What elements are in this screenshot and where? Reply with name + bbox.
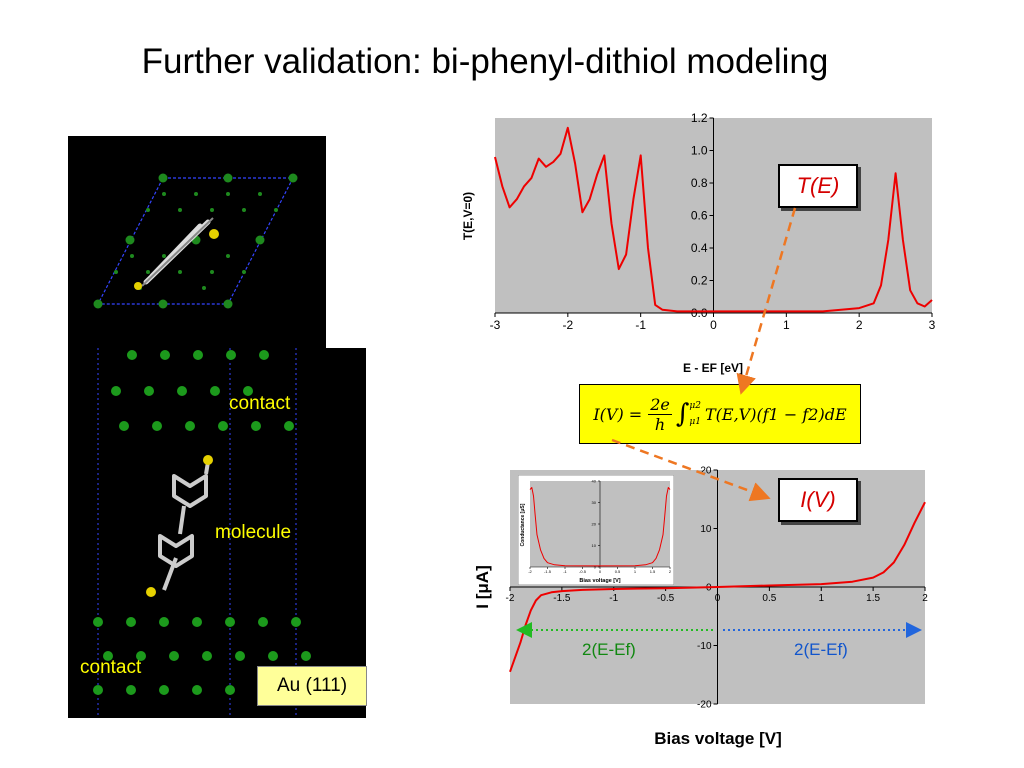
x-tick-label: 2 (856, 318, 863, 332)
y-tick-label: 10 (592, 543, 597, 548)
y-tick-label: -20 (697, 700, 712, 711)
unit-cell-image (93, 173, 298, 309)
series-line (509, 501, 926, 673)
x-tick-label: 2 (669, 569, 672, 574)
x-tick-label: 2 (922, 593, 928, 604)
y-tick-label: -10 (697, 641, 712, 652)
y-tick-label: 10 (700, 524, 712, 535)
x-tick-label: 1 (783, 318, 790, 332)
integral-upper: μ2 (689, 401, 701, 411)
x-tick-label: 1.5 (650, 569, 656, 574)
conductance-ylabel: Conductance [μS] (520, 503, 526, 546)
x-tick-label: 0 (710, 318, 717, 332)
x-tick-label: -2 (562, 318, 573, 332)
y-tick-label: 0 (594, 564, 597, 569)
y-tick-label: 20 (592, 521, 597, 526)
callout-transmission: T(E) (778, 164, 858, 208)
x-tick-label: -1 (635, 318, 646, 332)
formula-lhs: I(V) = (593, 404, 643, 424)
integral-sign: ∫ (675, 399, 690, 429)
y-tick-label: 1.2 (691, 111, 708, 125)
conductance-xlabel: Bias voltage [V] (579, 578, 620, 584)
y-tick-label: 0.4 (691, 241, 708, 255)
transmission-ylabel: T(E,V=0) (461, 192, 475, 240)
current-formula: I(V) = 2e h ∫ μ2 μ1 T(E,V)(f1 − f2)dE (579, 384, 861, 444)
x-tick-label: -0.5 (579, 569, 587, 574)
x-tick-label: -1.5 (553, 593, 571, 604)
label-bias-right: 2(E-Ef) (794, 640, 848, 659)
y-tick-label: 1.0 (691, 144, 708, 158)
x-tick-label: -3 (490, 318, 501, 332)
series-line (494, 126, 933, 313)
x-tick-label: -0.5 (657, 593, 675, 604)
x-tick-label: 1.5 (866, 593, 880, 604)
y-tick-label: 40 (592, 478, 597, 483)
callout-current: I(V) (778, 478, 858, 522)
y-tick-label: 0.2 (691, 274, 708, 288)
x-tick-label: -2 (528, 569, 532, 574)
substrate-text: Au (111) (276, 675, 348, 696)
label-contact-top: contact (229, 393, 291, 414)
y-tick-label: 0.8 (691, 176, 708, 190)
junction-panel (68, 348, 366, 718)
x-tick-label: 0 (715, 593, 721, 604)
integral-limits: μ2 μ1 (689, 398, 701, 430)
label-substrate: Au (111) (257, 666, 367, 706)
y-tick-label: 20 (700, 466, 712, 477)
y-tick-label: 0.6 (691, 209, 708, 223)
formula-fraction: 2e h (648, 395, 672, 434)
x-tick-label: 1 (634, 569, 637, 574)
label-contact-bottom: contact (80, 657, 142, 678)
formula-denominator: h (654, 414, 666, 434)
iv-ylabel: I [μA] (473, 565, 492, 608)
x-tick-label: 0 (599, 569, 602, 574)
series-line (529, 487, 671, 567)
transmission-chart: -3 -2 -1 0 1 2 3 0.0 0.2 0.4 0.6 0.8 1.0 1.2 E - EF [… (461, 111, 936, 375)
label-molecule: molecule (215, 522, 292, 543)
integral-lower: μ1 (689, 417, 701, 427)
x-tick-label: -1.5 (544, 569, 552, 574)
transmission-xlabel: E - EF [eV] (683, 361, 743, 375)
x-tick-label: -1 (563, 569, 567, 574)
x-tick-label: 0.5 (762, 593, 776, 604)
formula-integrand: T(E,V)(f1 − f2)dE (704, 404, 847, 424)
x-tick-label: -1 (609, 593, 618, 604)
x-tick-label: 3 (929, 318, 936, 332)
formula-numerator: 2e (648, 394, 672, 415)
x-tick-label: 1 (818, 593, 824, 604)
iv-xlabel: Bias voltage [V] (654, 729, 782, 748)
y-tick-label: 0.0 (691, 306, 708, 320)
x-tick-label: 0.5 (615, 569, 621, 574)
y-tick-label: 30 (592, 500, 597, 505)
junction-image (93, 348, 311, 718)
x-tick-label: -2 (506, 593, 515, 604)
unit-cell-panel (68, 136, 326, 348)
slide-title: Further validation: bi-phenyl-dithiol mo… (141, 42, 829, 81)
label-bias-left: 2(E-Ef) (582, 640, 636, 659)
